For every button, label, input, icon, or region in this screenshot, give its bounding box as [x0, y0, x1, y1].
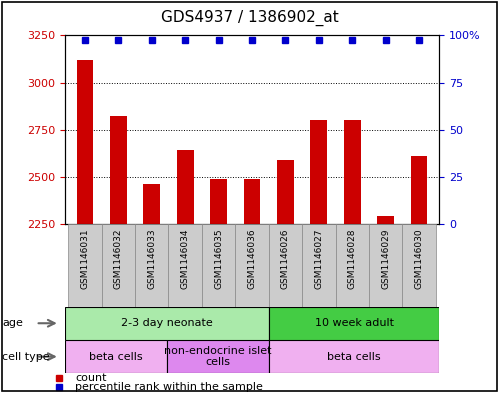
Text: non-endocrine islet
cells: non-endocrine islet cells [164, 346, 272, 367]
Bar [210, 179, 227, 224]
Bar [344, 120, 361, 224]
Bar [65, 307, 269, 340]
Bar [268, 224, 302, 307]
Text: beta cells: beta cells [327, 352, 381, 362]
Bar [302, 224, 335, 307]
Text: GSM1146031: GSM1146031 [80, 228, 89, 289]
Text: GSM1146030: GSM1146030 [415, 228, 424, 289]
Bar [65, 340, 167, 373]
Text: beta cells: beta cells [89, 352, 143, 362]
Text: 2-3 day neonate: 2-3 day neonate [121, 318, 213, 328]
Text: percentile rank within the sample: percentile rank within the sample [75, 382, 263, 391]
Text: GSM1146028: GSM1146028 [348, 228, 357, 288]
Bar [102, 224, 135, 307]
Bar [244, 179, 260, 224]
Bar [167, 340, 269, 373]
Text: 10 week adult: 10 week adult [314, 318, 394, 328]
Bar [269, 340, 439, 373]
Bar [236, 224, 268, 307]
Bar [202, 224, 236, 307]
Bar [369, 224, 402, 307]
Text: GSM1146027: GSM1146027 [314, 228, 323, 288]
Text: age: age [2, 318, 23, 328]
Text: cell type: cell type [2, 352, 50, 362]
Bar [269, 307, 439, 340]
Text: GSM1146032: GSM1146032 [114, 228, 123, 288]
Text: count: count [75, 373, 107, 383]
Bar [169, 224, 202, 307]
Bar [310, 120, 327, 224]
Bar [335, 224, 369, 307]
Bar [377, 217, 394, 224]
Text: GSM1146033: GSM1146033 [147, 228, 156, 289]
Bar [110, 116, 127, 224]
Text: GSM1146034: GSM1146034 [181, 228, 190, 288]
Bar [277, 160, 294, 224]
Bar [76, 60, 93, 224]
Bar [143, 184, 160, 224]
Text: GSM1146036: GSM1146036 [248, 228, 256, 289]
Bar [177, 151, 194, 224]
Text: GSM1146035: GSM1146035 [214, 228, 223, 289]
Text: GDS4937 / 1386902_at: GDS4937 / 1386902_at [161, 10, 338, 26]
Text: GSM1146029: GSM1146029 [381, 228, 390, 288]
Text: GSM1146026: GSM1146026 [281, 228, 290, 288]
Bar [402, 224, 436, 307]
Bar [411, 156, 428, 224]
Bar [68, 224, 102, 307]
Bar [135, 224, 169, 307]
